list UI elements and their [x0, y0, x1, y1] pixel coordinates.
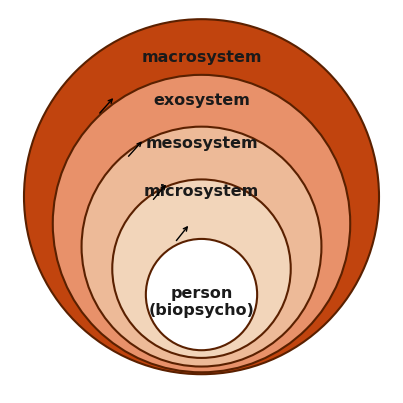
Circle shape [146, 239, 257, 350]
Circle shape [81, 127, 322, 367]
Text: exosystem: exosystem [153, 93, 250, 108]
Text: microsystem: microsystem [144, 185, 259, 199]
Circle shape [112, 179, 291, 358]
Text: person
(biopsycho): person (biopsycho) [149, 286, 254, 318]
Circle shape [24, 19, 379, 374]
Circle shape [53, 75, 350, 372]
Text: macrosystem: macrosystem [141, 50, 262, 65]
Text: mesosystem: mesosystem [145, 137, 258, 152]
